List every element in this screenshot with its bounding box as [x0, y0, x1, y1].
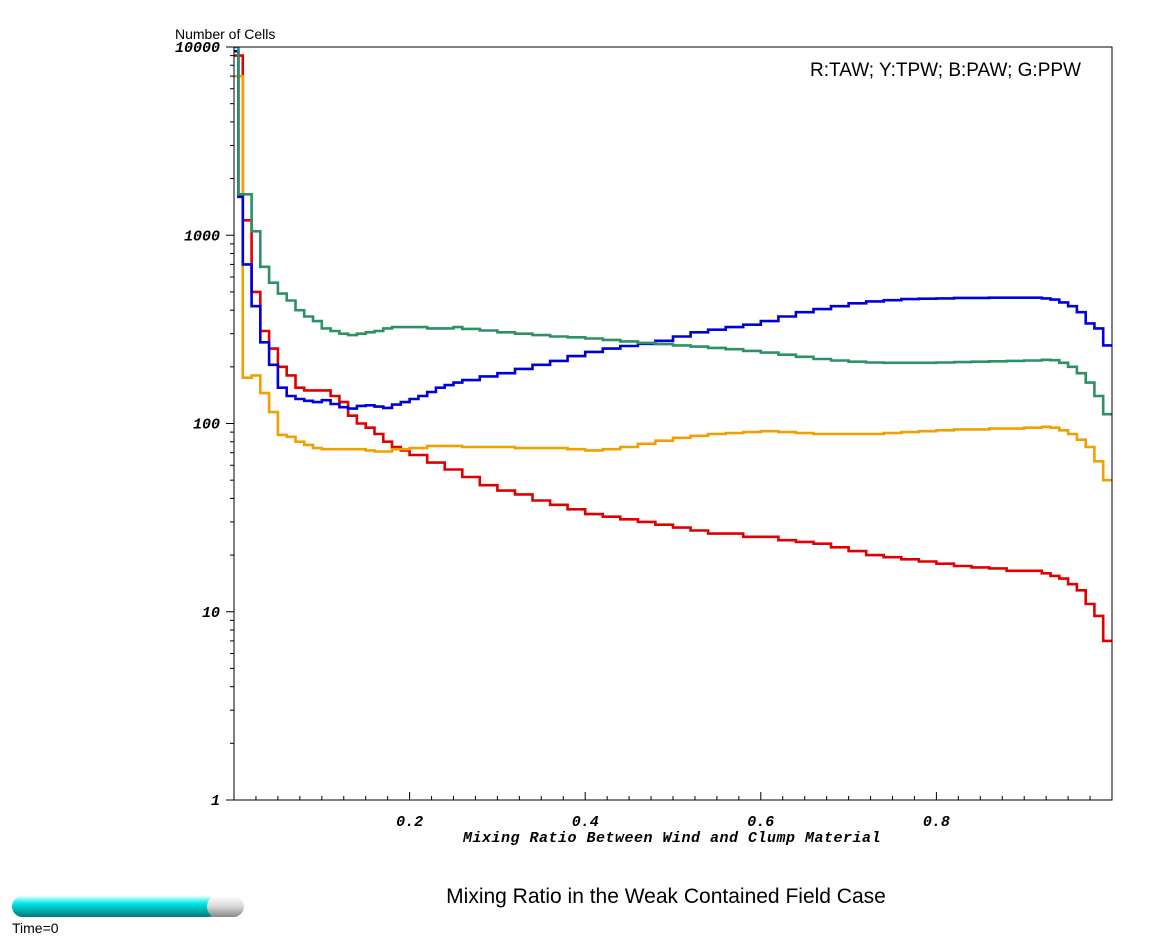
- x-axis-title: Mixing Ratio Between Wind and Clump Mate…: [462, 830, 881, 847]
- series-tpw-line: [234, 74, 1112, 482]
- y-tick-label: 10000: [175, 40, 220, 57]
- x-tick-label: 0.6: [747, 814, 774, 831]
- y-axis-title: Number of Cells: [175, 26, 275, 42]
- time-slider[interactable]: [12, 896, 244, 917]
- y-tick-label: 100: [193, 417, 220, 434]
- x-tick-label: 0.4: [572, 814, 599, 831]
- time-slider-fill: [12, 896, 217, 917]
- y-tick-label: 1000: [184, 228, 220, 245]
- y-axis-ticks: 1 10 100 1000 10000: [175, 40, 234, 810]
- plot-title: Mixing Ratio in the Weak Contained Field…: [446, 885, 886, 908]
- x-axis-ticks: 0.2 0.4 0.6 0.8: [255, 792, 1091, 831]
- series-paw-line: [234, 49, 1112, 410]
- x-tick-label: 0.2: [396, 814, 423, 831]
- time-slider-knob[interactable]: [207, 896, 227, 917]
- time-label: Time=0: [12, 920, 59, 936]
- series-layer: [234, 47, 1112, 643]
- y-tick-label: 10: [202, 605, 220, 622]
- series-ppw-line: [234, 47, 1112, 416]
- x-tick-label: 0.8: [923, 814, 950, 831]
- legend-text: R:TAW; Y:TPW; B:PAW; G:PPW: [810, 60, 1081, 81]
- series-taw-line: [234, 54, 1112, 643]
- y-tick-label: 1: [211, 793, 220, 810]
